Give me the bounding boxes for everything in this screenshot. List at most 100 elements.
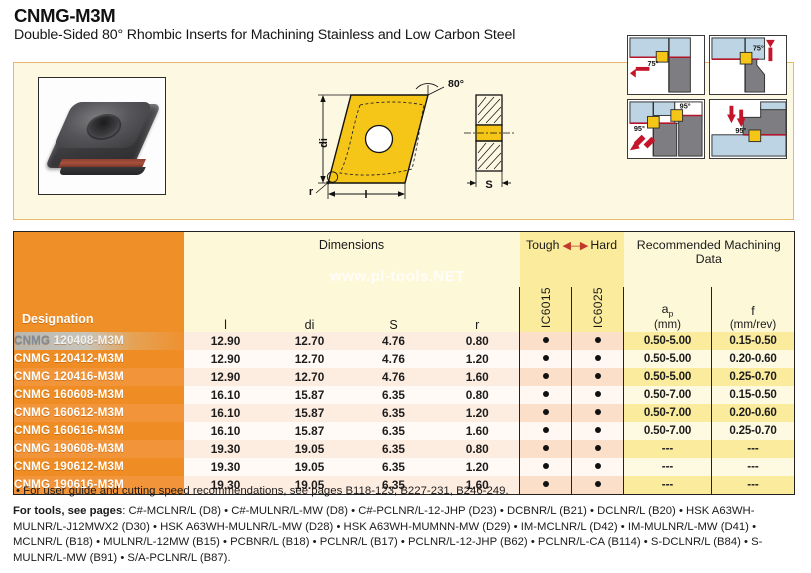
- header-dimensions-label: Dimensions: [318, 238, 385, 252]
- cell-grade-ic6025: [571, 421, 624, 440]
- grade-dot-icon: [594, 445, 601, 452]
- designation-prefix: CNMG: [14, 388, 51, 401]
- col-header-di: di: [267, 287, 352, 332]
- insert-dimension-drawing: di l r 80°: [304, 73, 524, 211]
- header-tough-label: Tough: [525, 238, 560, 252]
- app-icon-2-angle: 75°: [753, 44, 764, 53]
- cell-l: 12.90: [183, 349, 268, 368]
- app-icon-2-svg: 75°: [710, 36, 786, 94]
- cell-f: 0.20-0.60: [711, 403, 795, 422]
- grade-dot-icon: [542, 373, 549, 380]
- r-leader-arrow: [326, 181, 330, 185]
- col-header-s: S: [351, 287, 436, 332]
- cell-ap: 0.50-7.00: [623, 403, 712, 422]
- cell-l: 16.10: [183, 403, 268, 422]
- grade-dot-icon: [542, 409, 549, 416]
- cell-ap: 0.50-7.00: [623, 421, 712, 440]
- grade-dot-icon: [594, 409, 601, 416]
- cell-r: 1.60: [435, 367, 520, 386]
- cell-r: 1.60: [435, 421, 520, 440]
- label-s: S: [485, 179, 492, 191]
- app-icon-3-angle: 95°: [634, 124, 645, 133]
- cell-designation: CNMG 120416-M3M: [13, 367, 184, 386]
- app-icon-internal-turning-95: 95°: [709, 99, 787, 159]
- cell-r: 0.80: [435, 439, 520, 458]
- cell-grade-ic6015: [519, 421, 572, 440]
- cell-l: 19.30: [183, 457, 268, 476]
- designation-prefix: CNMG: [14, 478, 51, 491]
- insert-chip-face-contour: [339, 101, 425, 176]
- l-arrow-left: [328, 191, 335, 197]
- cell-grade-ic6015: [519, 331, 572, 350]
- cell-l: 12.90: [183, 331, 268, 350]
- grade-dot-icon: [594, 427, 601, 434]
- col-header-ap-unit: (mm): [653, 317, 682, 331]
- grade-dot-icon: [542, 355, 549, 362]
- col-header-ic6025-label: IC6025: [590, 287, 605, 329]
- designation-code: 120416-M3M: [53, 370, 124, 383]
- page-subtitle: Double-Sided 80° Rhombic Inserts for Mac…: [14, 27, 516, 44]
- cell-r: 1.20: [435, 403, 520, 422]
- cell-di: 15.87: [267, 385, 352, 404]
- cell-f: 0.25-0.70: [711, 367, 795, 386]
- cell-r: 1.20: [435, 457, 520, 476]
- cell-designation: CNMG 190612-M3M: [13, 457, 184, 476]
- table-row[interactable]: CNMG 160608-M3M 16.10 15.87 6.35 0.80 0.50-7.…: [13, 385, 795, 404]
- table-row[interactable]: CNMG 160612-M3M 16.10 15.87 6.35 1.20 0.50-7.…: [13, 403, 795, 422]
- s-arrow-right: [502, 180, 508, 186]
- app-icon-1-angle: 75°: [647, 59, 658, 68]
- app-icon-4-svg: 95°: [710, 100, 786, 158]
- cell-grade-ic6015: [519, 403, 572, 422]
- header-recommended-group: Recommended Machining Data: [623, 231, 795, 288]
- cell-f: 0.15-0.50: [711, 331, 795, 350]
- cell-ap: 0.50-7.00: [623, 385, 712, 404]
- designation-prefix: CNMG: [14, 460, 51, 473]
- app-icon-3-angle-2: 95°: [680, 102, 691, 111]
- page-title: CNMG-M3M: [14, 5, 116, 26]
- cell-f: ---: [711, 475, 795, 494]
- table-row[interactable]: CNMG 120412-M3M 12.90 12.70 4.76 1.20 0.50-5.…: [13, 349, 795, 368]
- table-row[interactable]: CNMG 190612-M3M 19.30 19.05 6.35 1.20 --- ---: [13, 457, 795, 476]
- note-tools-label: For tools, see pages: [13, 505, 123, 518]
- table-row[interactable]: CNMG 190608-M3M 19.30 19.05 6.35 0.80 --- ---: [13, 439, 795, 458]
- angle-arc: [415, 83, 439, 90]
- insert-base: [58, 167, 146, 175]
- header-grade-group: Tough ◀—▶ Hard: [519, 231, 624, 288]
- cell-f: 0.20-0.60: [711, 349, 795, 368]
- cell-grade-ic6015: [519, 439, 572, 458]
- designation-code: 160612-M3M: [53, 406, 124, 419]
- table-row[interactable]: CNMG 160616-M3M 16.10 15.87 6.35 1.60 0.50-7.…: [13, 421, 795, 440]
- cell-di: 15.87: [267, 421, 352, 440]
- col-header-f-symbol: f: [751, 304, 755, 319]
- cell-s: 4.76: [351, 367, 436, 386]
- table-row[interactable]: CNMG 120416-M3M 12.90 12.70 4.76 1.60 0.50-5.…: [13, 367, 795, 386]
- designation-code: 120408-M3M: [53, 334, 124, 347]
- table-row[interactable]: CNMG 190616-M3M 19.30 19.05 6.35 1.60 --- ---: [13, 475, 795, 494]
- cell-r: 1.60: [435, 475, 520, 494]
- cell-di: 15.87: [267, 403, 352, 422]
- l-arrow-right: [398, 191, 405, 197]
- designation-prefix: CNMG: [14, 442, 51, 455]
- cell-f: 0.15-0.50: [711, 385, 795, 404]
- grade-dot-icon: [542, 427, 549, 434]
- r-radius-arc: [326, 171, 339, 183]
- table-row[interactable]: CNMG 120408-M3M 12.90 12.70 4.76 0.80 0.50-5.…: [13, 331, 795, 350]
- col-header-ic6015: IC6015: [519, 287, 572, 332]
- col-header-ap: ap (mm): [623, 287, 712, 332]
- grade-dot-icon: [594, 463, 601, 470]
- drawing-svg: di l r 80°: [309, 78, 514, 201]
- cell-s: 6.35: [351, 403, 436, 422]
- col-header-r: r: [435, 287, 520, 332]
- app-icon-1-svg: 75°: [628, 36, 704, 94]
- cell-grade-ic6015: [519, 385, 572, 404]
- grade-dot-icon: [594, 355, 601, 362]
- cell-l: 16.10: [183, 385, 268, 404]
- app-icon-facing-75: 75°: [709, 35, 787, 95]
- label-angle-80: 80°: [448, 78, 464, 90]
- designation-code: 190612-M3M: [53, 460, 124, 473]
- cell-di: 12.70: [267, 367, 352, 386]
- note-tools-text: : C#-MCLNR/L (D8) • C#-MULNR/L-MW (D8) •…: [13, 505, 763, 564]
- s-arrow-left: [470, 180, 476, 186]
- header-hard-label: Hard: [590, 238, 618, 252]
- page-header: CNMG-M3M Double-Sided 80° Rhombic Insert…: [0, 0, 811, 44]
